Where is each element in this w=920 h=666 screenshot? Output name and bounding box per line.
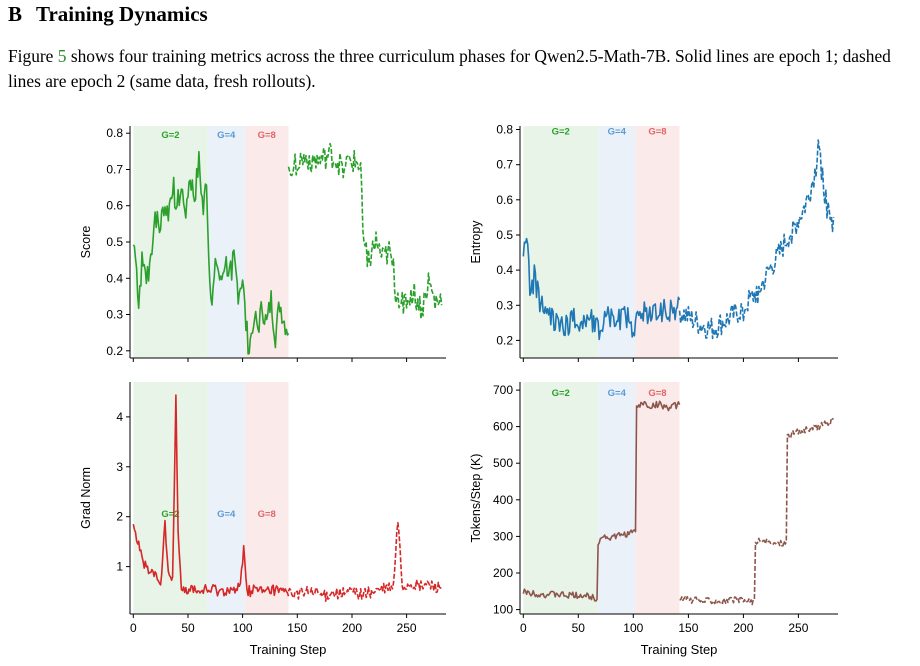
- series-line-solid: [132, 150, 290, 355]
- series-line-dashed: [287, 142, 443, 320]
- y-tick-label: 400: [493, 493, 513, 507]
- phase-label: G=4: [608, 126, 627, 137]
- phase-band-g4: [598, 382, 636, 614]
- x-tick-label: 100: [623, 621, 643, 635]
- y-tick-label: 0.4: [496, 263, 513, 277]
- y-tick-label: 0.6: [106, 199, 123, 213]
- figure-reference-link[interactable]: 5: [57, 46, 67, 66]
- y-tick-label: 0.2: [496, 333, 513, 347]
- y-axis-label: Tokens/Step (K): [469, 454, 483, 543]
- x-tick-label: 50: [572, 621, 586, 635]
- phase-band-g8: [635, 382, 680, 614]
- phase-label: G=2: [161, 130, 179, 141]
- phase-band-g8: [244, 382, 289, 614]
- chart-panel-tokens_per_step: G=2 G=4 G=8 100 200 300 400 500 600 700 0 50 100 150 2…: [469, 382, 838, 657]
- phase-label: G=2: [552, 126, 570, 137]
- x-tick-label: 200: [342, 621, 362, 635]
- y-axis-label: Grad Norm: [79, 467, 93, 529]
- y-tick-label: 0.7: [106, 163, 123, 177]
- y-tick-label: 0.5: [496, 228, 513, 242]
- x-tick-label: 0: [130, 621, 137, 635]
- y-tick-label: 0.8: [106, 126, 123, 140]
- y-tick-label: 500: [493, 456, 513, 470]
- y-tick-label: 0.7: [496, 158, 513, 172]
- x-axis-label: Training Step: [641, 642, 718, 657]
- phase-label: G=4: [608, 388, 627, 399]
- x-tick-label: 0: [520, 621, 527, 635]
- y-tick-label: 0.3: [496, 298, 513, 312]
- x-tick-label: 250: [397, 621, 417, 635]
- x-tick-label: 100: [233, 621, 253, 635]
- caption-text-after: shows four training metrics across the t…: [8, 46, 891, 91]
- phase-band-g2: [133, 382, 208, 614]
- x-tick-label: 150: [678, 621, 698, 635]
- phase-band-g8: [635, 126, 680, 358]
- phase-band-g2: [133, 126, 208, 358]
- series-line-solid: [522, 237, 681, 341]
- phase-label: G=2: [552, 388, 570, 399]
- phase-label: G=2: [161, 509, 179, 520]
- y-axis-label: Score: [79, 226, 93, 259]
- y-tick-label: 3: [116, 460, 123, 474]
- y-tick-label: 700: [493, 383, 513, 397]
- phase-band-g2: [523, 382, 599, 614]
- figure-caption: Figure 5 shows four training metrics acr…: [8, 44, 912, 94]
- series-line-dashed: [679, 417, 834, 606]
- y-tick-label: 0.2: [106, 344, 123, 358]
- y-tick-label: 0.3: [106, 308, 123, 322]
- y-tick-label: 0.8: [496, 123, 513, 137]
- section-number: B: [8, 2, 23, 26]
- section-title: Training Dynamics: [36, 2, 208, 26]
- x-tick-label: 150: [287, 621, 307, 635]
- phase-label: G=8: [648, 388, 666, 399]
- y-tick-label: 200: [493, 566, 513, 580]
- section-heading: B Training Dynamics: [8, 2, 208, 27]
- phase-label: G=8: [258, 130, 276, 141]
- y-tick-label: 100: [493, 603, 513, 617]
- series-line-solid: [132, 394, 290, 598]
- y-tick-label: 0.4: [106, 271, 123, 285]
- phase-label: G=8: [258, 509, 276, 520]
- phase-label: G=4: [217, 509, 236, 520]
- chart-panel-grad_norm: G=2 G=4 G=8 1 2 3 4 0 50 100 150 200 250 Grad Norm Tra…: [79, 382, 446, 657]
- y-tick-label: 2: [116, 510, 123, 524]
- series-line-solid: [522, 400, 681, 602]
- y-tick-label: 300: [493, 529, 513, 543]
- x-tick-label: 200: [733, 621, 753, 635]
- phase-band-g4: [207, 382, 245, 614]
- x-tick-label: 250: [788, 621, 808, 635]
- chart-panel-score: G=2 G=4 G=8 0.2 0.3 0.4 0.5 0.6 0.7 0.8 Score: [79, 126, 446, 362]
- y-tick-label: 4: [116, 410, 123, 424]
- y-tick-label: 0.5: [106, 235, 123, 249]
- y-tick-label: 600: [493, 420, 513, 434]
- x-axis-label: Training Step: [250, 642, 327, 657]
- phase-band-g4: [207, 126, 245, 358]
- y-tick-label: 0.6: [496, 193, 513, 207]
- chart-panel-entropy: G=2 G=4 G=8 0.2 0.3 0.4 0.5 0.6 0.7 0.8 Entropy: [469, 123, 838, 362]
- phase-label: G=4: [217, 130, 236, 141]
- phase-label: G=8: [648, 126, 666, 137]
- series-line-dashed: [287, 521, 442, 602]
- x-tick-label: 50: [181, 621, 195, 635]
- y-axis-label: Entropy: [469, 220, 483, 264]
- caption-text-before: Figure: [8, 46, 58, 66]
- y-tick-label: 1: [116, 560, 123, 574]
- series-line-dashed: [678, 139, 835, 340]
